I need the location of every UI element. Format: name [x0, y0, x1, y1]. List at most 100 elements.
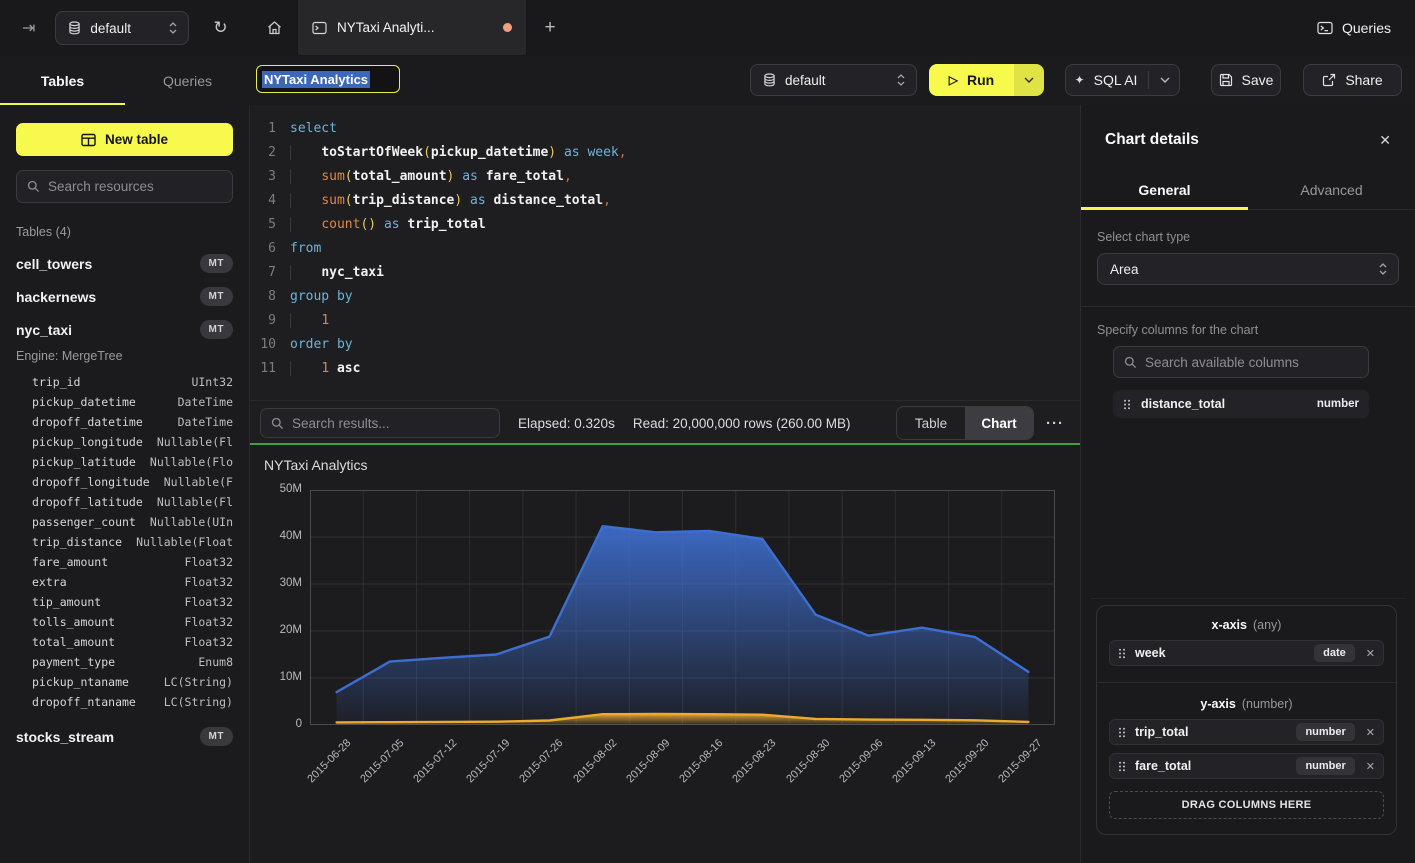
run-options-caret[interactable] — [1014, 64, 1044, 96]
axis-item-fare_total[interactable]: fare_totalnumber✕ — [1109, 753, 1384, 779]
database-selector-toolbar[interactable]: default — [750, 64, 917, 96]
column-row[interactable]: pickup_ntanameLC(String) — [0, 672, 249, 692]
chart-type-select[interactable]: Area — [1097, 253, 1399, 285]
table-row-nyc_taxi[interactable]: nyc_taxiMT — [0, 313, 249, 346]
line-number: 3 — [250, 169, 276, 184]
code-token — [290, 313, 321, 328]
column-row[interactable]: extraFloat32 — [0, 572, 249, 592]
column-list: trip_idUInt32pickup_datetimeDateTimedrop… — [0, 372, 249, 712]
engine-badge: MT — [200, 254, 233, 273]
code-line[interactable]: 3 sum(total_amount) as fare_total, — [250, 164, 1080, 188]
axis-item-trip_total[interactable]: trip_totalnumber✕ — [1109, 719, 1384, 745]
home-icon — [266, 20, 283, 36]
code-line[interactable]: 7 nyc_taxi — [250, 260, 1080, 284]
home-tab[interactable] — [250, 0, 298, 55]
remove-column-icon[interactable]: ✕ — [1366, 647, 1375, 660]
query-title-input[interactable]: NYTaxi Analytics — [256, 65, 400, 93]
sidebar-tab-tables[interactable]: Tables — [0, 56, 125, 105]
sql-editor[interactable]: 1select2 toStartOfWeek(pickup_datetime) … — [250, 105, 1080, 400]
y-tick-label: 20M — [250, 624, 302, 636]
code-line[interactable]: 4 sum(trip_distance) as distance_total, — [250, 188, 1080, 212]
run-button[interactable]: ▷ Run — [929, 64, 1044, 96]
table-row-stocks_stream[interactable]: stocks_streamMT — [0, 720, 249, 753]
column-row[interactable]: tolls_amountFloat32 — [0, 612, 249, 632]
chart-view-toggle[interactable]: Chart — [965, 407, 1033, 439]
column-row[interactable]: payment_typeEnum8 — [0, 652, 249, 672]
collapse-sidebar-icon[interactable]: ⇥ — [22, 18, 35, 38]
column-row[interactable]: total_amountFloat32 — [0, 632, 249, 652]
y-tick-label: 40M — [250, 530, 302, 542]
table-view-toggle[interactable]: Table — [897, 407, 965, 439]
sidebar-search-input[interactable]: Search resources — [16, 170, 233, 203]
code-line[interactable]: 10order by — [250, 332, 1080, 356]
axis-column-name: trip_total — [1135, 725, 1287, 739]
column-type: UInt32 — [191, 375, 233, 389]
tab-nytaxi-analytics[interactable]: NYTaxi Analyti... — [298, 0, 526, 55]
drag-handle-icon — [1118, 761, 1126, 772]
code-line[interactable]: 5 count() as trip_total — [250, 212, 1080, 236]
run-button-main[interactable]: ▷ Run — [929, 64, 1014, 96]
results-search-input[interactable]: Search results... — [260, 408, 500, 438]
refresh-icon[interactable]: ↻ — [213, 18, 227, 38]
code-line[interactable]: 6from — [250, 236, 1080, 260]
code-line[interactable]: 9 1 — [250, 308, 1080, 332]
y-tick-label: 10M — [250, 671, 302, 683]
column-row[interactable]: passenger_countNullable(UIn — [0, 512, 249, 532]
share-button[interactable]: Share — [1303, 64, 1402, 96]
column-row[interactable]: dropoff_datetimeDateTime — [0, 412, 249, 432]
column-row[interactable]: pickup_longitudeNullable(Fl — [0, 432, 249, 452]
table-row-cell_towers[interactable]: cell_towersMT — [0, 247, 249, 280]
column-row[interactable]: tip_amountFloat32 — [0, 592, 249, 612]
top-bar: ⇥ default ↻ — [0, 0, 1415, 57]
search-icon — [271, 417, 284, 430]
column-row[interactable]: fare_amountFloat32 — [0, 552, 249, 572]
remove-column-icon[interactable]: ✕ — [1366, 726, 1375, 739]
divider — [1148, 71, 1149, 89]
code-line[interactable]: 8group by — [250, 284, 1080, 308]
column-row[interactable]: dropoff_ntanameLC(String) — [0, 692, 249, 712]
code-line[interactable]: 2 toStartOfWeek(pickup_datetime) as week… — [250, 140, 1080, 164]
column-name: pickup_datetime — [32, 395, 178, 409]
database-selector-top[interactable]: default — [55, 11, 189, 45]
x-tick-label: 2015-08-09 — [624, 737, 672, 785]
new-table-label: New table — [105, 132, 168, 147]
column-row[interactable]: trip_distanceNullable(Float — [0, 532, 249, 552]
column-row[interactable]: pickup_latitudeNullable(Flo — [0, 452, 249, 472]
code-token: as — [564, 145, 580, 160]
code-line[interactable]: 1select — [250, 116, 1080, 140]
save-button[interactable]: Save — [1211, 64, 1281, 96]
more-options-icon[interactable]: ··· — [1046, 415, 1064, 432]
code-token — [462, 193, 470, 208]
x-tick-label: 2015-09-13 — [890, 737, 938, 785]
axis-item-week[interactable]: weekdate✕ — [1109, 640, 1384, 666]
table-name: nyc_taxi — [16, 322, 200, 338]
close-icon[interactable]: ✕ — [1379, 132, 1391, 149]
line-number: 4 — [250, 193, 276, 208]
column-row[interactable]: dropoff_latitudeNullable(Fl — [0, 492, 249, 512]
sidebar-tab-queries[interactable]: Queries — [125, 56, 250, 105]
drag-columns-dropzone[interactable]: DRAG COLUMNS HERE — [1109, 791, 1384, 819]
column-row[interactable]: pickup_datetimeDateTime — [0, 392, 249, 412]
columns-search-input[interactable]: Search available columns — [1113, 346, 1369, 378]
code-token: fare_total — [486, 169, 564, 184]
new-table-button[interactable]: New table — [16, 123, 233, 156]
remove-column-icon[interactable]: ✕ — [1366, 760, 1375, 773]
code-token — [290, 361, 321, 376]
tables-list: cell_towersMThackernewsMTnyc_taxiMTEngin… — [0, 247, 249, 753]
column-type: DateTime — [178, 415, 233, 429]
code-token: ( — [345, 193, 353, 208]
column-row[interactable]: trip_idUInt32 — [0, 372, 249, 392]
code-line[interactable]: 11 1 asc — [250, 356, 1080, 380]
table-row-hackernews[interactable]: hackernewsMT — [0, 280, 249, 313]
database-selector-value: default — [785, 73, 887, 88]
available-column-distance_total[interactable]: distance_totalnumber — [1113, 390, 1369, 418]
database-icon — [763, 73, 776, 87]
chevron-down-icon[interactable] — [1160, 77, 1170, 83]
x-tick-label: 2015-07-26 — [518, 737, 566, 785]
tab-general[interactable]: General — [1081, 171, 1248, 209]
new-tab-button[interactable]: + — [526, 0, 574, 55]
tab-advanced[interactable]: Advanced — [1248, 171, 1415, 209]
sql-ai-button[interactable]: ✦ SQL AI — [1065, 64, 1180, 96]
queries-button[interactable]: Queries — [1317, 0, 1391, 55]
column-row[interactable]: dropoff_longitudeNullable(F — [0, 472, 249, 492]
